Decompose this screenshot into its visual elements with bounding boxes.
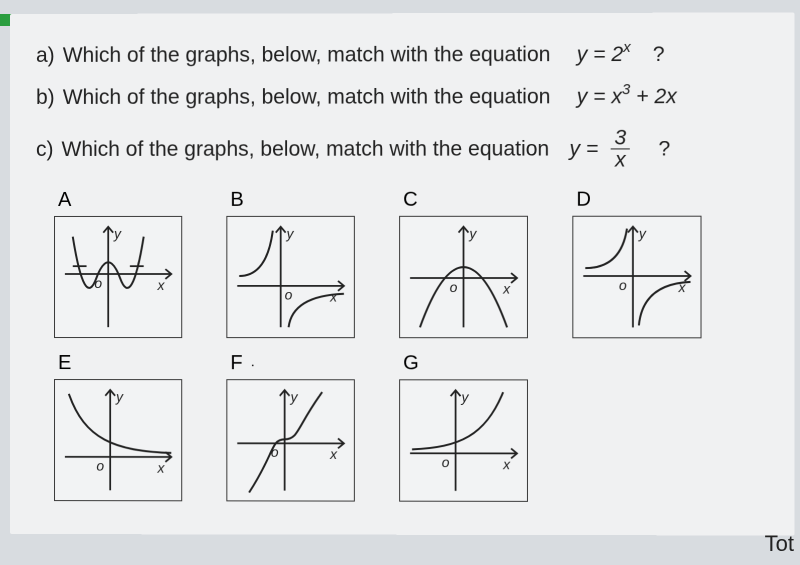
axis-y: y <box>461 390 470 405</box>
graph-C: y x o <box>399 216 528 338</box>
label-F-text: F <box>230 352 242 374</box>
graph-cell-E: E y x o <box>54 352 182 501</box>
q-b-exp: 3 <box>622 82 630 98</box>
axis-o: o <box>442 455 450 470</box>
axis-y: y <box>468 226 477 241</box>
label-A: A <box>58 189 71 212</box>
q-c-num: 3 <box>610 127 630 149</box>
axis-x: x <box>156 461 165 476</box>
label-B: B <box>230 189 243 212</box>
graph-cell-G: G y x o <box>399 352 528 502</box>
graph-cell-F: F · y x o <box>226 352 355 501</box>
graph-cell-D: D y x o <box>572 189 701 339</box>
axis-o: o <box>94 276 102 291</box>
q-b-text: Which of the graphs, below, match with t… <box>63 85 551 110</box>
axis-x: x <box>329 290 338 305</box>
q-b-lhs: y = <box>577 85 606 108</box>
q-c-suffix: ? <box>659 137 671 161</box>
q-a-suffix: ? <box>653 43 665 67</box>
axis-y: y <box>638 226 647 241</box>
axis-x: x <box>329 447 338 462</box>
graph-E: y x o <box>54 379 182 501</box>
axis-x: x <box>156 278 165 293</box>
graph-row-2: E y x o F · <box>54 352 768 502</box>
q-a-eq: y = 2x <box>577 43 631 67</box>
worksheet-page: a) Which of the graphs, below, match wit… <box>10 12 795 535</box>
label-D: D <box>576 189 591 212</box>
question-c: c) Which of the graphs, below, match wit… <box>36 127 768 171</box>
graph-F: y x o <box>226 379 355 501</box>
graph-row-1: A y x o B <box>54 189 768 339</box>
graph-B: y x o <box>226 216 355 338</box>
axis-x: x <box>502 282 511 297</box>
graph-cell-C: C y x o <box>399 189 528 339</box>
axis-o: o <box>285 288 293 303</box>
label-F: F · <box>230 352 255 375</box>
question-b: b) Which of the graphs, below, match wit… <box>36 85 768 110</box>
label-C: C <box>403 189 418 212</box>
axis-o: o <box>271 445 279 460</box>
q-a-lhs: y = <box>577 43 606 66</box>
axis-y: y <box>286 227 295 242</box>
label-G: G <box>403 352 419 375</box>
axis-y: y <box>113 227 122 242</box>
axis-o: o <box>450 280 458 295</box>
question-a: a) Which of the graphs, below, match wit… <box>36 43 768 68</box>
q-a-text: Which of the graphs, below, match with t… <box>63 43 551 68</box>
q-a-exp: x <box>623 40 630 56</box>
graph-cell-B: B y x o <box>226 189 355 338</box>
q-c-prefix: c) <box>36 137 54 161</box>
graph-G: y x o <box>399 379 528 502</box>
footer-total: Tot <box>765 531 794 557</box>
graph-D: y x o <box>572 216 701 339</box>
label-F-dot: · <box>243 356 255 372</box>
axis-x: x <box>678 280 687 295</box>
label-E: E <box>58 352 71 375</box>
q-b-x: x <box>611 85 622 108</box>
q-c-text: Which of the graphs, below, match with t… <box>62 137 550 162</box>
q-c-fraction: 3 x <box>610 127 630 170</box>
axis-o: o <box>96 459 104 474</box>
q-a-base: 2 <box>611 43 623 66</box>
axis-y: y <box>115 390 124 405</box>
axis-o: o <box>619 278 627 293</box>
graph-A: y x o <box>54 216 182 338</box>
axis-x: x <box>502 457 511 472</box>
q-b-eq: y = x3 + 2x <box>577 85 677 109</box>
axis-y: y <box>290 390 299 405</box>
q-b-prefix: b) <box>36 86 55 110</box>
q-c-den: x <box>611 149 630 170</box>
q-a-prefix: a) <box>36 44 55 68</box>
q-b-tail: + 2x <box>630 85 677 108</box>
graph-cell-A: A y x o <box>54 189 182 338</box>
q-c-lhs: y = <box>569 137 598 161</box>
